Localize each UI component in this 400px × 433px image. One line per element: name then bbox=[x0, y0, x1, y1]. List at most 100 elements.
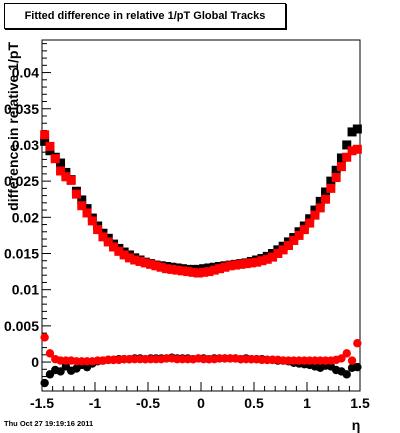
data-point-square bbox=[61, 172, 71, 182]
data-point-circle bbox=[347, 356, 357, 365]
data-point-square bbox=[241, 259, 251, 269]
data-point-square bbox=[40, 136, 50, 146]
data-point-square bbox=[50, 154, 60, 164]
data-point-circle bbox=[56, 367, 65, 376]
data-point-square bbox=[82, 208, 92, 218]
data-point-square bbox=[294, 230, 304, 240]
data-point-square bbox=[103, 237, 113, 247]
data-point-circle bbox=[337, 354, 346, 363]
x-axis-label: η bbox=[352, 417, 361, 433]
data-point-square bbox=[71, 189, 81, 199]
data-point-square bbox=[225, 261, 235, 271]
data-point-square bbox=[77, 201, 87, 211]
data-point-square bbox=[315, 196, 325, 206]
axes: -1.5 -1 -0.5 0 0.5 1 1.5 0 0.005 0.01 0.015 0.02 0.0… bbox=[4, 43, 370, 411]
data-point-square bbox=[236, 259, 246, 269]
data-point-square bbox=[215, 264, 225, 274]
y-tick-label: 0.035 bbox=[4, 101, 39, 117]
data-point-square bbox=[93, 225, 103, 235]
data-point-square bbox=[199, 267, 209, 277]
data-point-square bbox=[326, 183, 336, 193]
data-point-square bbox=[278, 245, 288, 255]
data-point-square bbox=[352, 144, 362, 154]
x-tick-label: 1.5 bbox=[350, 395, 370, 411]
data-point-square bbox=[299, 225, 309, 235]
y-tick-label: 0.03 bbox=[12, 137, 39, 153]
data-point-square bbox=[56, 158, 66, 168]
data-point-square bbox=[352, 124, 362, 134]
data-point-circle bbox=[40, 333, 49, 342]
x-tick-label: 0 bbox=[197, 395, 205, 411]
data-point-square bbox=[283, 241, 293, 251]
chart-title: Fitted difference in relative 1/pT Globa… bbox=[4, 3, 286, 29]
timestamp-footer: Thu Oct 27 19:19:16 2011 bbox=[4, 419, 94, 428]
y-tick-label: 0.025 bbox=[4, 173, 39, 189]
data-point-square bbox=[167, 264, 177, 274]
data-point-square bbox=[140, 258, 150, 268]
data-point-square bbox=[310, 210, 320, 220]
data-marks bbox=[40, 124, 362, 388]
x-tick-label: 0.5 bbox=[244, 395, 264, 411]
data-point-square bbox=[305, 218, 315, 228]
data-point-square bbox=[130, 255, 140, 265]
data-point-square bbox=[273, 248, 283, 258]
data-point-circle bbox=[353, 362, 362, 372]
y-tick-label: 0.005 bbox=[4, 318, 39, 334]
data-point-square bbox=[56, 166, 66, 176]
data-point-square bbox=[162, 264, 172, 274]
data-point-square bbox=[98, 232, 108, 242]
data-point-square bbox=[87, 216, 97, 226]
y-tick-label: 0.04 bbox=[12, 65, 39, 81]
data-point-square bbox=[188, 267, 198, 277]
data-point-square bbox=[257, 256, 267, 266]
data-point-square bbox=[135, 256, 145, 266]
data-point-square bbox=[77, 195, 87, 205]
data-point-square bbox=[109, 242, 119, 252]
data-point-square bbox=[45, 141, 55, 151]
data-point-square bbox=[342, 140, 352, 150]
x-tick-label: -0.5 bbox=[136, 395, 160, 411]
data-point-square bbox=[336, 162, 346, 172]
data-point-square bbox=[347, 146, 357, 156]
data-point-square bbox=[193, 268, 203, 278]
x-tick-label: -1.5 bbox=[30, 395, 54, 411]
data-point-square bbox=[262, 254, 272, 264]
data-point-square bbox=[331, 165, 341, 175]
data-point-square bbox=[146, 259, 156, 269]
data-point-square bbox=[151, 261, 161, 271]
data-point-square bbox=[252, 257, 262, 267]
x-tick-label: -1 bbox=[89, 395, 102, 411]
data-point-square bbox=[347, 127, 357, 137]
x-tick-label: 1 bbox=[303, 395, 311, 411]
data-point-square bbox=[315, 203, 325, 213]
data-point-square bbox=[321, 194, 331, 204]
data-point-square bbox=[114, 246, 124, 256]
data-point-circle bbox=[353, 339, 362, 348]
data-point-square bbox=[268, 252, 278, 262]
data-point-square bbox=[326, 176, 336, 186]
data-point-square bbox=[230, 260, 240, 270]
data-point-square bbox=[246, 258, 256, 268]
data-point-square bbox=[321, 187, 331, 197]
y-axis-label: difference in relative 1/pT bbox=[5, 42, 21, 211]
y-tick-label: 0.02 bbox=[12, 209, 39, 225]
y-tick-label: 0 bbox=[31, 354, 39, 370]
data-point-square bbox=[177, 266, 187, 276]
data-point-square bbox=[124, 253, 134, 263]
y-tick-label: 0.015 bbox=[4, 245, 39, 261]
data-point-square bbox=[331, 173, 341, 183]
data-point-square bbox=[336, 153, 346, 163]
data-point-square bbox=[183, 267, 193, 277]
data-point-circle bbox=[342, 349, 351, 358]
data-point-circle bbox=[342, 370, 351, 379]
data-point-square bbox=[310, 205, 320, 215]
data-point-square bbox=[172, 265, 182, 275]
data-point-square bbox=[342, 152, 352, 162]
data-point-square bbox=[119, 250, 129, 260]
data-point-square bbox=[220, 262, 230, 272]
data-point-square bbox=[156, 262, 166, 272]
data-point-circle bbox=[40, 378, 49, 388]
y-tick-label: 0.01 bbox=[12, 282, 39, 298]
data-point-square bbox=[289, 235, 299, 245]
